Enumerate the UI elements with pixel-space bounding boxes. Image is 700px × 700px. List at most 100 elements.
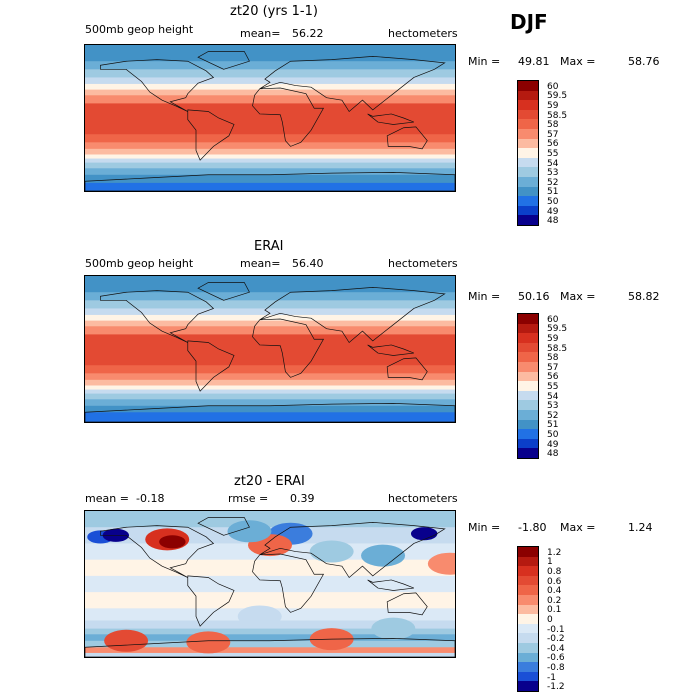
field-band (85, 334, 455, 366)
colorbar-swatch (518, 119, 538, 129)
panel1-max-value: 58.76 (628, 55, 660, 68)
colorbar-label: 1.2 (547, 547, 562, 558)
field-band (85, 103, 455, 135)
field-band (85, 134, 455, 143)
colorbar-label: -0.6 (547, 653, 565, 664)
colorbar-label: 54 (547, 391, 559, 402)
anomaly-blob (410, 527, 438, 541)
colorbar-label: 48 (547, 449, 559, 460)
colorbar-swatch (518, 176, 538, 187)
field-band (85, 575, 455, 593)
colorbar-label: 48 (547, 216, 559, 227)
field-band (85, 399, 455, 407)
panel1-map-svg (85, 45, 455, 191)
coastline (85, 637, 455, 657)
panel1-left-label: 500mb geop height (85, 23, 194, 36)
colorbar-swatch (518, 196, 538, 206)
colorbar-label: 59 (547, 101, 559, 111)
field-band (85, 95, 455, 104)
anomaly-blob (159, 535, 186, 549)
colorbar-swatch (518, 594, 538, 605)
colorbar-label: 53 (547, 168, 559, 179)
panel1-title: zt20 (yrs 1-1) (230, 4, 318, 19)
panel1-colorbar (517, 80, 539, 226)
coastline (259, 56, 446, 113)
field-band (85, 148, 455, 155)
coastline (367, 344, 415, 356)
colorbar-label: -0.2 (547, 634, 565, 645)
panel3-units: hectometers (388, 492, 458, 505)
field-band (85, 174, 455, 184)
colorbar-swatch (518, 671, 538, 682)
anomaly-blob (371, 617, 416, 640)
colorbar-label: 59.5 (547, 91, 568, 102)
colorbar-swatch (518, 429, 538, 439)
panel2-mean-label: mean= (240, 257, 281, 270)
panel1-mean-label: mean= (240, 27, 281, 40)
colorbar-label: 50 (547, 197, 559, 207)
colorbar-swatch (518, 333, 538, 343)
coastline (197, 282, 250, 301)
panel3-max-label: Max = (560, 521, 596, 534)
field-band (85, 162, 455, 169)
colorbar-label: 55 (547, 382, 559, 392)
coastline (197, 51, 250, 70)
field-band (85, 634, 455, 642)
coastline (100, 59, 215, 112)
field-band (85, 405, 455, 413)
panel2-colorbar (517, 313, 539, 459)
colorbar-label: 0.2 (547, 595, 562, 606)
field-band (85, 652, 455, 657)
colorbar-label: 60 (547, 81, 559, 92)
colorbar-swatch (518, 390, 538, 401)
panel3-min-value: -1.80 (518, 521, 547, 534)
field-band (85, 320, 455, 327)
field-band (85, 385, 455, 391)
anomaly-blob (227, 520, 272, 543)
panel3-map (84, 510, 456, 658)
colorbar-swatch (518, 566, 538, 576)
colorbar-label: 51 (547, 187, 559, 198)
panel2-left-label: 500mb geop height (85, 257, 194, 270)
field-band (85, 326, 455, 335)
field-band (85, 61, 455, 70)
colorbar-label: -0.1 (547, 624, 565, 635)
field-band (85, 69, 455, 78)
colorbar-label: 56 (547, 372, 559, 383)
field-band (85, 276, 455, 293)
panel3-colorbar (517, 546, 539, 692)
colorbar-swatch (518, 652, 538, 663)
colorbar-label: 56 (547, 139, 559, 150)
anomaly-blob (427, 552, 455, 575)
panel3-map-svg (85, 511, 455, 657)
colorbar-label: 58.5 (547, 110, 568, 121)
panel2-max-label: Max = (560, 290, 596, 303)
colorbar-swatch (518, 352, 538, 362)
coastline (85, 402, 455, 422)
colorbar-swatch (518, 623, 538, 634)
colorbar-label: 58 (547, 120, 559, 131)
colorbar-label: 53 (547, 401, 559, 412)
panel2-map (84, 275, 456, 423)
colorbar-label: 1 (547, 557, 553, 568)
coastline (252, 87, 325, 147)
colorbar-swatch (518, 138, 538, 149)
colorbar-swatch (518, 109, 538, 120)
colorbar-swatch (518, 215, 538, 225)
colorbar-swatch (518, 662, 538, 672)
field-band (85, 168, 455, 176)
colorbar-label: 52 (547, 410, 559, 421)
panel3-min-label: Min = (468, 521, 501, 534)
colorbar-label: 52 (547, 177, 559, 188)
field-band (85, 89, 455, 96)
colorbar-swatch (518, 323, 538, 334)
field-band (85, 628, 455, 635)
colorbar-label: 49 (547, 206, 559, 217)
colorbar-swatch (518, 314, 538, 324)
panel2-max-value: 58.82 (628, 290, 660, 303)
field-band (85, 142, 455, 150)
colorbar-swatch (518, 547, 538, 557)
colorbar-swatch (518, 448, 538, 458)
anomaly-blob (104, 629, 149, 652)
field-band (85, 45, 455, 62)
